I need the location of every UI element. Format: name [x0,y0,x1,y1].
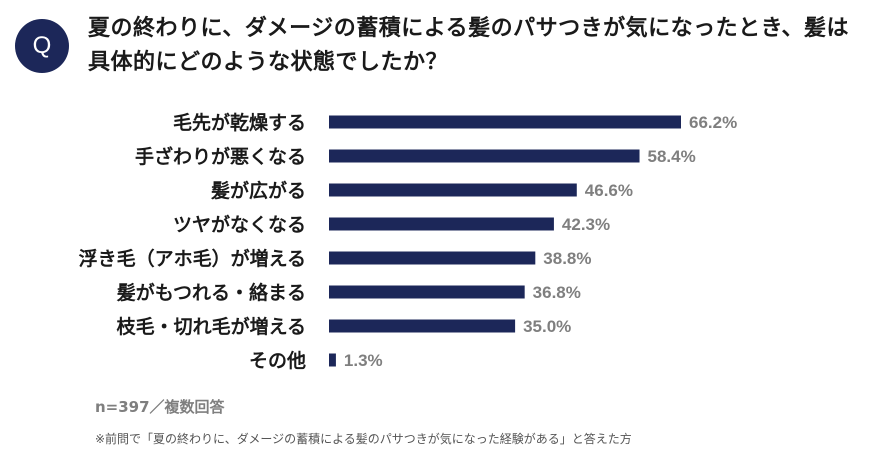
bar [329,285,525,299]
category-label: 手ざわりが悪くなる [135,145,306,168]
category-label: 髪がもつれる・絡まる [116,281,306,304]
value-label: 38.8% [543,249,591,268]
category-label: 髪が広がる [210,179,306,202]
value-label: 46.6% [585,181,633,200]
question-title: 夏の終わりに、ダメージの蓄積による髪のパサつきが気になったとき、髪は具体的にどの… [88,16,850,75]
value-label: 35.0% [523,317,571,336]
bar [329,319,516,333]
footnote: ※前問で「夏の終わりに、ダメージの蓄積による髪のパサつきが気になった経験がある」… [95,432,632,446]
bar [329,115,681,129]
category-label: 浮き毛（アホ毛）が増える [79,247,306,270]
bar [329,217,554,231]
value-label: 1.3% [344,351,383,370]
question-badge: Q [15,19,69,73]
value-label: 58.4% [648,147,696,166]
category-label: その他 [249,349,306,372]
value-label: 36.8% [533,283,581,302]
category-label: ツヤがなくなる [173,213,306,236]
category-label: 枝毛・切れ毛が増える [117,315,306,338]
value-label: 42.3% [562,215,610,234]
bar [329,183,577,197]
category-label: 毛先が乾燥する [173,111,306,134]
bar [329,149,640,163]
value-label: 66.2% [689,113,737,132]
bar [329,251,536,265]
bar [329,353,336,367]
sample-size-note: n=397／複数回答 [95,398,225,416]
